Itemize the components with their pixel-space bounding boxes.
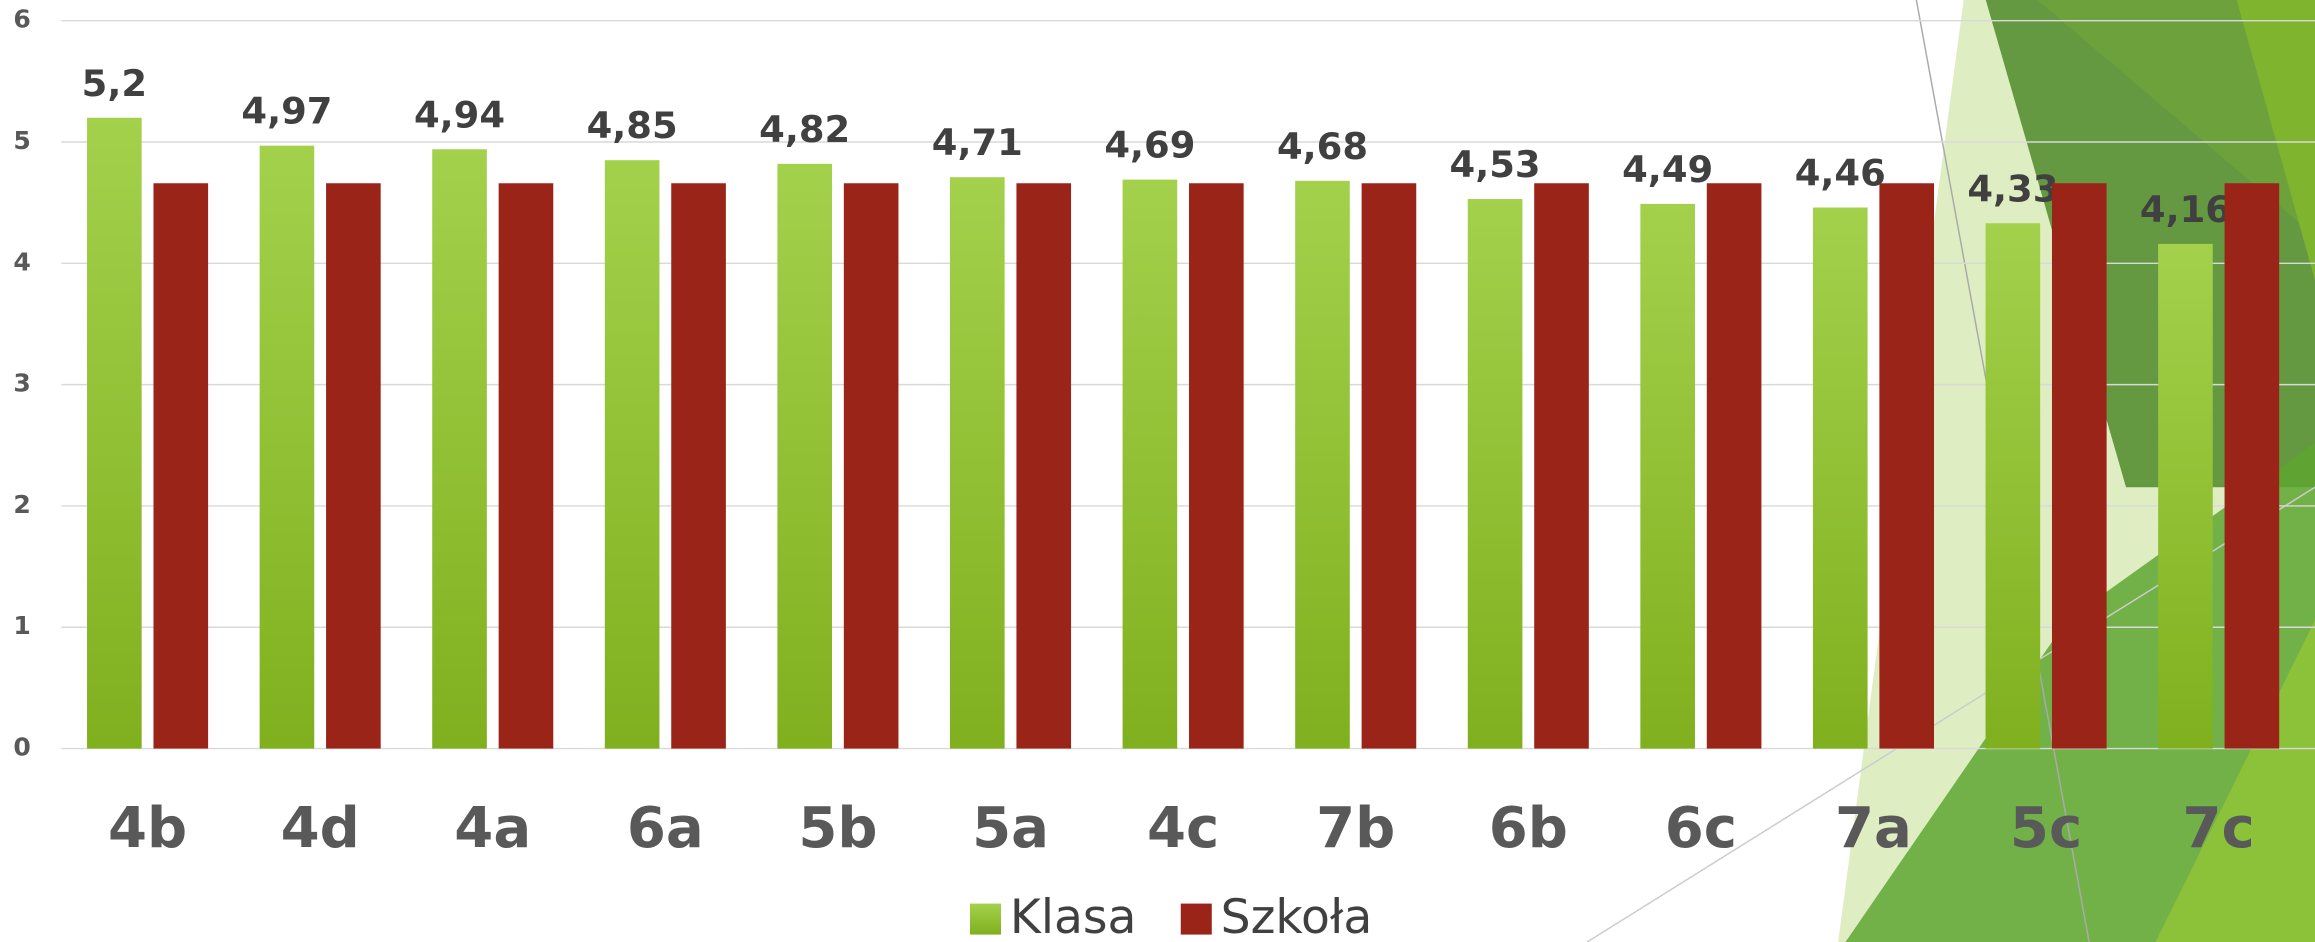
x-tick-label: 6b (1489, 796, 1568, 861)
value-label: 4,68 (1277, 125, 1368, 168)
y-tick-label: 3 (13, 369, 30, 398)
bar (1986, 223, 2041, 748)
bar (499, 183, 554, 748)
bar (2225, 183, 2280, 748)
x-tick-label: 4a (454, 796, 531, 861)
legend-swatch (970, 904, 1001, 935)
x-tick-label: 5b (798, 796, 877, 861)
value-label: 4,94 (414, 93, 505, 136)
x-tick-label: 5c (2010, 796, 2082, 861)
bar (1362, 183, 1417, 748)
legend-swatch (1181, 904, 1212, 935)
x-tick-label: 7c (2183, 796, 2255, 861)
x-tick-label: 4b (108, 796, 187, 861)
legend-label: Szkoła (1221, 890, 1373, 942)
x-tick-label: 5a (972, 796, 1049, 861)
page: {"chart_data": {"type": "bar", "categori… (0, 0, 2315, 942)
bar (1295, 181, 1350, 749)
bar (950, 177, 1005, 748)
bar (2052, 183, 2107, 748)
bar (671, 183, 726, 748)
bar (1123, 180, 1178, 749)
bar (326, 183, 381, 748)
x-tick-label: 4c (1147, 796, 1219, 861)
bar (605, 160, 660, 748)
bar (1707, 183, 1762, 748)
legend-label: Klasa (1010, 890, 1137, 942)
value-label: 4,85 (587, 104, 678, 147)
value-label: 4,53 (1450, 143, 1541, 186)
value-label: 4,33 (1967, 167, 2058, 210)
y-tick-label: 6 (13, 5, 30, 34)
bar (1189, 183, 1244, 748)
value-label: 5,2 (82, 62, 147, 105)
value-label: 4,97 (241, 90, 332, 133)
bar (432, 149, 487, 748)
value-label: 4,49 (1622, 148, 1713, 191)
x-tick-label: 6a (627, 796, 704, 861)
bar (777, 164, 832, 749)
bar (260, 146, 315, 749)
chart: 0 1 2 3 4 5 6 4b 5,2 4d 4,97 4a 4,94 6a 4,85 5b 4,82 5a 4,… (0, 0, 2315, 942)
bar (844, 183, 899, 748)
value-label: 4,82 (759, 108, 850, 151)
value-label: 4,16 (2140, 188, 2231, 231)
bar (2158, 244, 2213, 749)
x-tick-label: 7a (1835, 796, 1912, 861)
value-label: 4,71 (932, 121, 1023, 164)
y-tick-label: 2 (13, 490, 30, 519)
y-tick-label: 0 (13, 733, 30, 762)
bar (1813, 208, 1868, 749)
bar (1640, 204, 1695, 749)
bar (1016, 183, 1071, 748)
bar (87, 118, 142, 749)
y-tick-label: 1 (13, 611, 30, 640)
x-tick-label: 6c (1665, 796, 1737, 861)
y-tick-label: 5 (13, 126, 30, 155)
bar (1534, 183, 1589, 748)
x-tick-label: 7b (1316, 796, 1395, 861)
value-label: 4,69 (1104, 124, 1195, 167)
bar (153, 183, 208, 748)
value-label: 4,46 (1795, 152, 1886, 195)
bar (1879, 183, 1934, 748)
x-tick-label: 4d (281, 796, 360, 861)
y-tick-label: 4 (13, 247, 30, 276)
bar (1468, 199, 1523, 749)
